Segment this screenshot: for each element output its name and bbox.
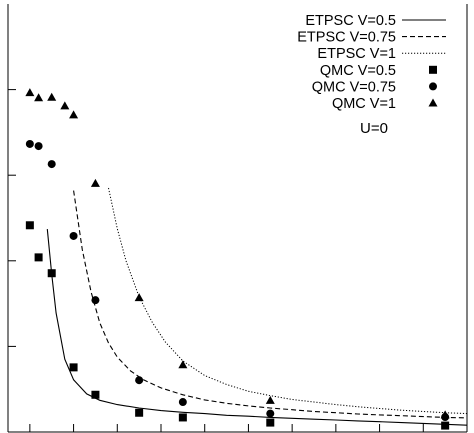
circle-marker [135, 376, 144, 385]
triangle-marker [440, 410, 450, 419]
square-marker [91, 390, 100, 399]
triangle-marker [178, 360, 188, 369]
circle-marker [91, 296, 100, 305]
legend-label: QMC V=0.75 [312, 79, 396, 95]
square-marker [69, 363, 78, 372]
square-marker [25, 221, 34, 230]
annotation-label: U=0 [360, 120, 388, 137]
legend-label: ETPSC V=0.75 [297, 30, 396, 46]
circle-marker [34, 142, 43, 151]
axes [7, 4, 468, 433]
circle-marker [69, 231, 78, 240]
triangle-marker [265, 395, 275, 404]
legend-label: ETPSC V=1 [317, 46, 396, 62]
series-line [108, 187, 468, 415]
square-marker [178, 413, 187, 422]
triangle-marker [47, 92, 57, 101]
series-5 [25, 88, 450, 419]
plot-area [25, 88, 468, 430]
circle-marker [47, 160, 56, 169]
legend-label: QMC V=0.5 [320, 63, 396, 79]
square-marker [429, 65, 437, 74]
circle-marker [25, 139, 34, 148]
series-line [46, 229, 468, 426]
triangle-marker [60, 101, 70, 110]
series-1 [73, 190, 468, 419]
triangle-marker [34, 93, 44, 102]
series-4 [25, 139, 450, 422]
square-marker [135, 408, 144, 417]
square-marker [34, 253, 43, 262]
circle-marker [178, 398, 187, 407]
series-2 [108, 187, 468, 415]
circle-marker [429, 82, 437, 91]
triangle-marker [134, 293, 144, 302]
square-marker [266, 418, 275, 427]
series-0 [46, 229, 468, 426]
series-3 [25, 221, 450, 430]
circle-marker [266, 409, 275, 418]
legend-label: ETPSC V=0.5 [305, 13, 396, 29]
series-line [73, 190, 468, 419]
triangle-marker [25, 88, 35, 97]
triangle-marker [69, 110, 79, 119]
square-marker [47, 269, 56, 278]
square-marker [441, 421, 450, 430]
triangle-marker [90, 178, 100, 187]
legend-label: QMC V=1 [332, 96, 396, 112]
triangle-marker [428, 98, 438, 107]
